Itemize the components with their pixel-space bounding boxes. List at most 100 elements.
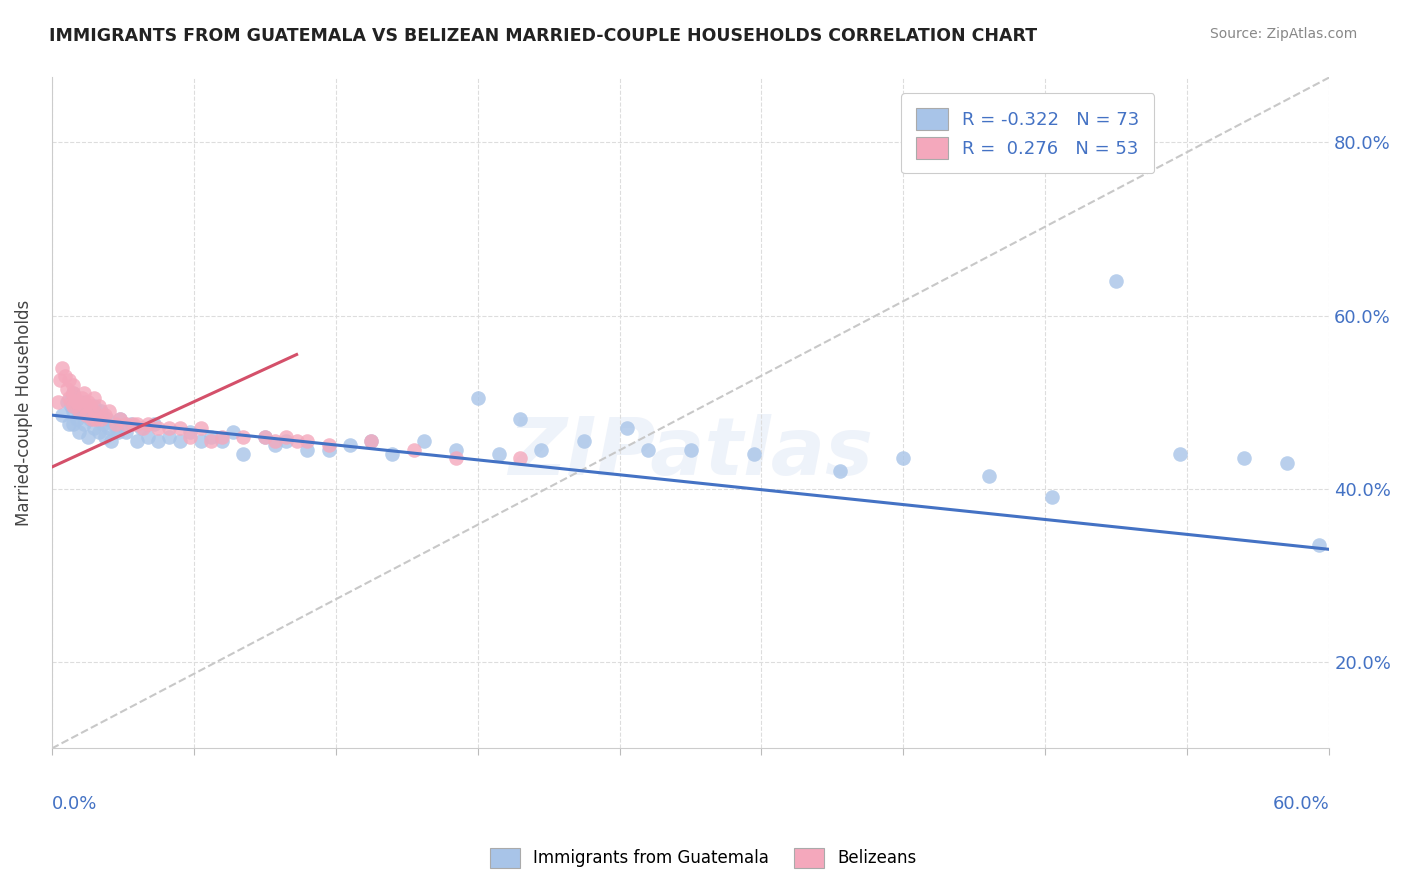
Point [200,430,222,444]
Point [104,421,127,435]
Point [253,430,276,444]
Point [55,395,77,409]
Point [509,412,531,426]
Point [77,395,100,409]
Legend: R = -0.322   N = 73, R =  0.276   N = 53: R = -0.322 N = 73, R = 0.276 N = 53 [901,93,1154,173]
Point [79,400,101,414]
Point [413,434,436,449]
Point [148,421,170,435]
Point [83,421,105,435]
Point [96,412,118,426]
Point [104,417,127,431]
Point [121,417,143,431]
Point [169,434,191,449]
Point [179,430,201,444]
Point [893,451,915,466]
Point [446,442,468,457]
Point [157,421,180,435]
Point [62,404,84,418]
Point [211,434,233,449]
Point [572,434,595,449]
Point [108,412,131,426]
Point [83,404,105,418]
Point [828,464,851,478]
Point [67,404,90,418]
Point [381,447,404,461]
Point [87,400,110,414]
Point [51,360,73,375]
Point [98,404,121,418]
Point [211,430,233,444]
Point [77,430,100,444]
Point [129,421,152,435]
Point [157,430,180,444]
Point [200,434,222,449]
Point [107,425,129,440]
Legend: Immigrants from Guatemala, Belizeans: Immigrants from Guatemala, Belizeans [482,841,924,875]
Point [297,442,319,457]
Point [744,447,766,461]
Point [509,451,531,466]
Point [1168,447,1191,461]
Point [58,374,80,388]
Point [73,417,96,431]
Point [51,408,73,422]
Point [360,434,382,449]
Point [132,421,155,435]
Point [1233,451,1256,466]
Point [264,434,287,449]
Point [62,417,84,431]
Point [297,434,319,449]
Point [86,412,108,426]
Point [530,442,553,457]
Point [1105,274,1128,288]
Point [49,374,72,388]
Point [274,430,297,444]
Point [977,468,1000,483]
Point [62,377,84,392]
Point [53,369,76,384]
Point [67,425,90,440]
Point [264,438,287,452]
Point [115,425,138,440]
Text: ZIPatlas: ZIPatlas [508,414,873,492]
Point [94,430,117,444]
Point [90,404,112,418]
Point [83,391,105,405]
Point [136,430,159,444]
Point [59,400,82,414]
Point [488,447,510,461]
Point [87,425,110,440]
Point [75,408,97,422]
Point [285,434,308,449]
Point [46,395,69,409]
Point [73,395,96,409]
Point [70,391,93,405]
Point [232,447,254,461]
Point [339,438,361,452]
Text: 60.0%: 60.0% [1272,796,1329,814]
Point [86,412,108,426]
Point [59,395,82,409]
Point [125,417,148,431]
Point [79,412,101,426]
Point [94,408,117,422]
Point [679,442,702,457]
Y-axis label: Married-couple Households: Married-couple Households [15,300,32,526]
Text: IMMIGRANTS FROM GUATEMALA VS BELIZEAN MARRIED-COUPLE HOUSEHOLDS CORRELATION CHAR: IMMIGRANTS FROM GUATEMALA VS BELIZEAN MA… [49,27,1038,45]
Point [62,400,84,414]
Point [222,425,245,440]
Point [58,417,80,431]
Point [120,417,142,431]
Point [82,412,104,426]
Point [91,417,114,431]
Text: Source: ZipAtlas.com: Source: ZipAtlas.com [1209,27,1357,41]
Point [58,391,80,405]
Point [83,400,105,414]
Point [1308,538,1330,552]
Point [274,434,297,449]
Point [90,412,112,426]
Point [616,421,638,435]
Point [55,382,77,396]
Point [1275,456,1298,470]
